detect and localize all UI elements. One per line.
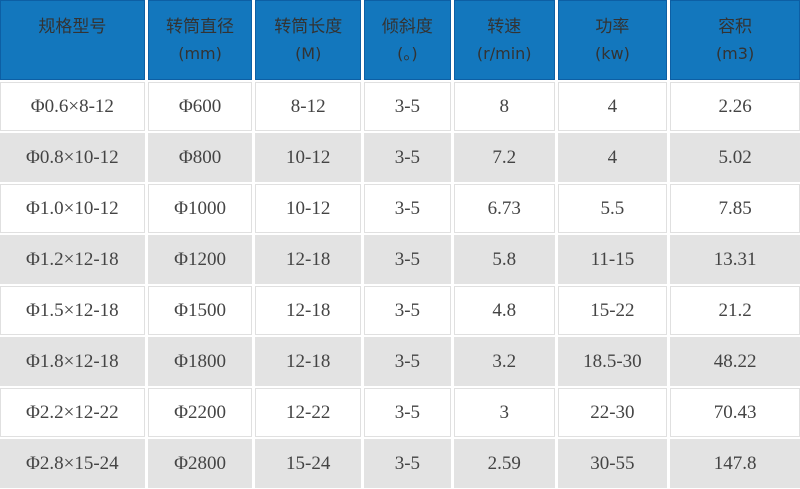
table-row: Φ1.0×10-12 Φ1000 10-12 3-5 6.73 5.5 7.85 — [0, 184, 800, 233]
table-cell: 7.85 — [670, 184, 800, 233]
table-cell: 21.2 — [670, 286, 800, 335]
column-header-6: 功率 (kw) — [557, 0, 668, 80]
table-row: Φ0.6×8-12 Φ600 8-12 3-5 8 4 2.26 — [0, 82, 800, 131]
table-cell: 12-18 — [255, 286, 361, 335]
column-title: 容积 — [718, 17, 753, 37]
table-cell: 48.22 — [670, 337, 800, 386]
column-title: 转筒直径 — [166, 17, 235, 37]
header-row: 规格型号 转筒直径 (mm) 转筒长度 (M) 倾斜度 (。) 转速 (r/min) 功率 (kw)… — [0, 0, 800, 80]
table-cell: Φ1500 — [147, 286, 253, 335]
table-cell: 3-5 — [364, 337, 451, 386]
column-unit: (r/min) — [476, 44, 532, 63]
column-title: 转速 — [487, 17, 522, 37]
table-cell: Φ2800 — [147, 439, 253, 488]
table-cell: Φ800 — [147, 133, 253, 182]
table-cell: 10-12 — [255, 133, 361, 182]
column-title: 功率 — [595, 17, 630, 37]
table-cell: 12-22 — [255, 388, 361, 437]
table-cell: Φ1.0×10-12 — [0, 184, 145, 233]
table-cell: 12-18 — [255, 235, 361, 284]
table-cell: 12-18 — [255, 337, 361, 386]
table-cell: 5.02 — [670, 133, 800, 182]
column-title: 倾斜度 — [381, 17, 433, 37]
table-cell: 4 — [557, 82, 668, 131]
table-cell: 3-5 — [364, 439, 451, 488]
table-row: Φ0.8×10-12 Φ800 10-12 3-5 7.2 4 5.02 — [0, 133, 800, 182]
column-header-4: 倾斜度 (。) — [364, 0, 451, 80]
table-cell: Φ1000 — [147, 184, 253, 233]
table-cell: 2.59 — [453, 439, 555, 488]
table-cell: 10-12 — [255, 184, 361, 233]
table-cell: Φ1.8×12-18 — [0, 337, 145, 386]
table-cell: Φ600 — [147, 82, 253, 131]
column-unit: (。) — [397, 44, 418, 63]
table-cell: 3-5 — [364, 235, 451, 284]
table-cell: 147.8 — [670, 439, 800, 488]
table-row: Φ2.8×15-24 Φ2800 15-24 3-5 2.59 30-55 147.8 — [0, 439, 800, 488]
table-cell: 5.5 — [557, 184, 668, 233]
column-unit: (M) — [295, 44, 322, 63]
table-cell: 3-5 — [364, 388, 451, 437]
table-cell: Φ2.2×12-22 — [0, 388, 145, 437]
table-cell: 4.8 — [453, 286, 555, 335]
table-cell: Φ1200 — [147, 235, 253, 284]
table-row: Φ1.2×12-18 Φ1200 12-18 3-5 5.8 11-15 13.31 — [0, 235, 800, 284]
table-cell: 3-5 — [364, 184, 451, 233]
table-cell: 3-5 — [364, 133, 451, 182]
table-cell: 2.26 — [670, 82, 800, 131]
column-header-7: 容积 (m3) — [670, 0, 800, 80]
table-cell: 3-5 — [364, 82, 451, 131]
table-row: Φ2.2×12-22 Φ2200 12-22 3-5 3 22-30 70.43 — [0, 388, 800, 437]
table-cell: 7.2 — [453, 133, 555, 182]
table-cell: Φ1800 — [147, 337, 253, 386]
table-cell: 3-5 — [364, 286, 451, 335]
table-cell: Φ0.8×10-12 — [0, 133, 145, 182]
table-cell: 22-30 — [557, 388, 668, 437]
column-title: 转筒长度 — [274, 17, 343, 37]
table-cell: 70.43 — [670, 388, 800, 437]
column-unit — [1, 41, 144, 66]
table-cell: Φ1.5×12-18 — [0, 286, 145, 335]
table-cell: 18.5-30 — [557, 337, 668, 386]
table-cell: 30-55 — [557, 439, 668, 488]
table-header: 规格型号 转筒直径 (mm) 转筒长度 (M) 倾斜度 (。) 转速 (r/min) 功率 (kw)… — [0, 0, 800, 80]
table-body: Φ0.6×8-12 Φ600 8-12 3-5 8 4 2.26 Φ0.8×10-12 Φ800… — [0, 82, 800, 488]
table-cell: 3.2 — [453, 337, 555, 386]
column-header-3: 转筒长度 (M) — [255, 0, 361, 80]
table-cell: 8-12 — [255, 82, 361, 131]
table-cell: 3 — [453, 388, 555, 437]
table-cell: 15-22 — [557, 286, 668, 335]
table-cell: Φ2200 — [147, 388, 253, 437]
column-unit: (kw) — [594, 44, 630, 63]
column-unit: (m3) — [715, 44, 755, 63]
table-cell: Φ1.2×12-18 — [0, 235, 145, 284]
column-header-2: 转筒直径 (mm) — [147, 0, 253, 80]
table-cell: 13.31 — [670, 235, 800, 284]
table-cell: 6.73 — [453, 184, 555, 233]
column-unit: (mm) — [178, 44, 222, 63]
column-title: 规格型号 — [38, 17, 107, 37]
table-cell: 5.8 — [453, 235, 555, 284]
table-cell: 8 — [453, 82, 555, 131]
table-row: Φ1.8×12-18 Φ1800 12-18 3-5 3.2 18.5-30 48.22 — [0, 337, 800, 386]
column-header-1: 规格型号 — [0, 0, 145, 80]
table-cell: 15-24 — [255, 439, 361, 488]
table-cell: 11-15 — [557, 235, 668, 284]
table-cell: 4 — [557, 133, 668, 182]
column-header-5: 转速 (r/min) — [453, 0, 555, 80]
table-row: Φ1.5×12-18 Φ1500 12-18 3-5 4.8 15-22 21.2 — [0, 286, 800, 335]
table-cell: Φ2.8×15-24 — [0, 439, 145, 488]
table-cell: Φ0.6×8-12 — [0, 82, 145, 131]
